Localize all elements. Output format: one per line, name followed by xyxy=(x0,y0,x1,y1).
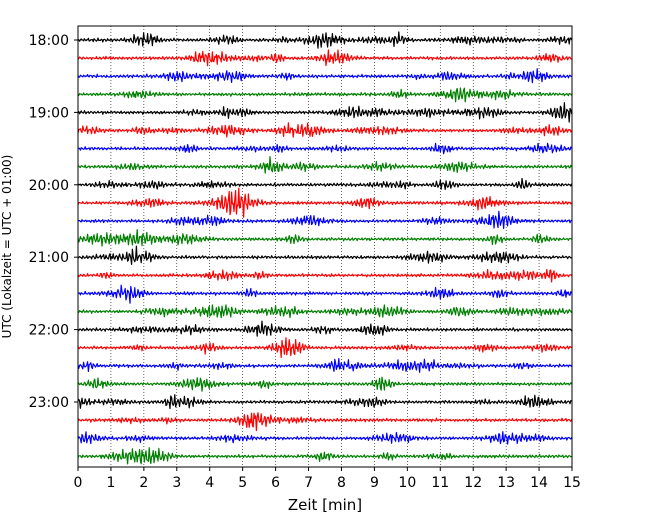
seismogram-trace-row xyxy=(77,376,573,392)
y-axis-ticks: 18:00 19:00 20:00 21:00 22:00 23:00 xyxy=(29,33,78,411)
seismogram-trace-row xyxy=(77,269,573,283)
seismogram-trace-row xyxy=(77,304,573,319)
x-tick-label: 13 xyxy=(497,475,515,491)
seismogram-trace-row xyxy=(77,412,573,432)
y-axis-label: UTC (Lokalzeit = UTC + 01:00) xyxy=(0,155,14,339)
x-axis-label: Zeit [min] xyxy=(288,496,362,514)
seismogram-trace-row xyxy=(77,284,573,304)
x-tick-label: 11 xyxy=(431,475,449,491)
seismogram-trace-row xyxy=(77,431,573,445)
y-tick-label: 20:00 xyxy=(29,178,69,194)
seismogram-trace-row xyxy=(77,245,572,265)
seismogram-trace-row xyxy=(77,358,573,373)
seismogram-trace-row xyxy=(77,122,573,138)
x-tick-label: 10 xyxy=(398,475,416,491)
y-tick-label: 21:00 xyxy=(29,250,69,266)
x-tick-label: 0 xyxy=(74,475,83,491)
x-tick-label: 2 xyxy=(139,475,148,491)
seismogram-trace-row xyxy=(77,142,573,155)
plot-frame xyxy=(77,25,573,468)
x-tick-label: 7 xyxy=(304,475,313,491)
y-tick-label: 18:00 xyxy=(29,33,69,49)
seismogram-trace-row xyxy=(77,320,573,337)
y-tick-label: 19:00 xyxy=(29,105,69,121)
seismogram-trace-row xyxy=(77,229,572,247)
x-tick-label: 1 xyxy=(106,475,115,491)
seismogram-trace-row xyxy=(77,49,572,67)
seismogram-trace-row xyxy=(77,337,572,359)
seismogram-trace-row xyxy=(77,177,573,190)
seismogram-trace-row xyxy=(77,187,573,218)
x-tick-label: 5 xyxy=(238,475,247,491)
x-tick-label: 9 xyxy=(370,475,379,491)
x-tick-label: 8 xyxy=(337,475,346,491)
seismogram-trace-row xyxy=(77,68,572,84)
x-tick-label: 15 xyxy=(563,475,581,491)
seismogram-trace-row xyxy=(77,447,572,465)
seismogram-traces xyxy=(77,31,573,465)
x-tick-label: 4 xyxy=(205,475,214,491)
seismogram-trace-row xyxy=(77,87,573,103)
seismogram-trace-row xyxy=(77,31,573,49)
x-tick-label: 6 xyxy=(271,475,280,491)
seismogram-trace-row xyxy=(77,394,572,410)
seismogram-trace-row xyxy=(77,210,572,230)
y-tick-label: 23:00 xyxy=(29,395,69,411)
x-tick-label: 3 xyxy=(172,475,181,491)
y-tick-label: 22:00 xyxy=(29,323,69,339)
x-tick-label: 12 xyxy=(464,475,482,491)
seismogram-trace-row xyxy=(77,102,573,123)
x-axis-ticks: 0 1 2 3 4 5 6 7 8 9 10 11 12 13 14 15 xyxy=(74,467,581,491)
seismogram-trace-row xyxy=(77,156,573,174)
x-tick-label: 14 xyxy=(530,475,548,491)
